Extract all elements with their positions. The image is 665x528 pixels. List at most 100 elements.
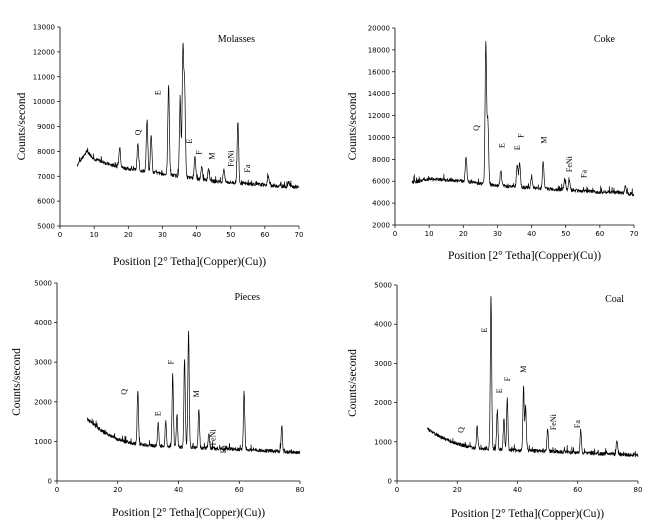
y-tick-label: 2000 (34, 398, 52, 406)
phase-label: F (194, 150, 203, 155)
phase-label: FeNi (227, 150, 236, 167)
y-tick-label: 18000 (368, 46, 390, 54)
phase-label: Q (119, 389, 128, 395)
phase-label: Q (134, 129, 143, 135)
y-tick-label: 11000 (33, 73, 55, 81)
phase-label: E (498, 143, 507, 148)
y-tick-label: 10000 (33, 98, 55, 106)
y-tick-label: 3000 (34, 359, 52, 367)
phase-label: FeNi (565, 155, 574, 172)
y-tick-label: 6000 (37, 198, 55, 206)
x-axis-label: Position [2° Tetha](Copper)(Cu)) (451, 508, 604, 520)
y-tick-label: 2000 (372, 222, 390, 230)
xrd-trace (427, 296, 639, 458)
x-tick-label: 20 (453, 486, 462, 494)
y-tick-label: 6000 (372, 178, 390, 186)
phase-label: F (167, 359, 176, 364)
x-tick-label: 70 (295, 231, 304, 239)
xrd-trace (87, 330, 301, 455)
x-tick-label: 20 (459, 230, 468, 238)
x-tick-label: 20 (124, 231, 133, 239)
phase-label: M (540, 136, 549, 143)
phase-label: E (185, 139, 194, 144)
phase-label: E (495, 388, 504, 393)
phase-label: M (519, 366, 528, 373)
x-tick-label: 40 (192, 231, 201, 239)
x-tick-label: 60 (595, 230, 604, 238)
xrd-trace (76, 42, 300, 189)
y-tick-label: 5000 (34, 280, 52, 288)
x-tick-label: 30 (493, 230, 502, 238)
phase-label: Fa (573, 420, 582, 428)
x-tick-label: 30 (158, 231, 167, 239)
phase-label: Fa (579, 169, 588, 177)
x-tick-label: 60 (235, 486, 244, 494)
phase-label: E (153, 90, 162, 95)
phase-label: F (503, 376, 512, 381)
phase-label: M (192, 390, 201, 397)
y-tick-label: 10000 (368, 134, 390, 142)
phase-label: Fa (219, 445, 228, 453)
x-tick-label: 50 (226, 231, 235, 239)
x-tick-label: 40 (174, 486, 183, 494)
y-axis-label: Counts/second (347, 92, 359, 160)
x-tick-label: 0 (55, 486, 59, 494)
panel-title: Coal (605, 294, 624, 305)
phase-label: Q (456, 427, 465, 433)
x-axis-label: Position [2° Tetha](Copper)(Cu)) (113, 256, 266, 268)
y-tick-label: 0 (48, 478, 52, 486)
x-tick-label: 40 (527, 230, 536, 238)
phase-label: M (207, 153, 216, 160)
panel-title: Coke (594, 34, 616, 45)
y-tick-label: 12000 (33, 48, 55, 56)
x-tick-label: 0 (395, 486, 399, 494)
x-tick-label: 0 (393, 230, 397, 238)
x-tick-label: 60 (260, 231, 269, 239)
y-tick-label: 16000 (368, 68, 390, 76)
x-tick-label: 10 (90, 231, 99, 239)
y-tick-label: 1000 (34, 438, 52, 446)
x-tick-label: 70 (630, 230, 639, 238)
y-tick-label: 3000 (374, 360, 392, 368)
phase-label: FeNi (549, 413, 558, 430)
panel-molasses: 0 10 20 30 40 50 60 70 5000 6000 7000 8000 9000 10000… (16, 24, 303, 269)
y-tick-label: 4000 (34, 319, 52, 327)
xrd-trace (411, 41, 635, 197)
y-tick-label: 4000 (374, 321, 392, 329)
phase-label: FeNi (209, 429, 218, 446)
x-tick-label: 60 (573, 486, 582, 494)
y-tick-label: 14000 (368, 90, 390, 98)
y-tick-label: 5000 (374, 282, 392, 290)
y-tick-label: 8000 (37, 148, 55, 156)
y-axis-label: Counts/second (16, 92, 28, 160)
x-tick-label: 0 (58, 231, 62, 239)
y-tick-label: 4000 (372, 200, 390, 208)
y-tick-label: 2000 (374, 399, 392, 407)
x-axis-label: Position [2° Tetha](Copper)(Cu)) (112, 507, 265, 519)
x-tick-label: 10 (425, 230, 434, 238)
phase-label: E (513, 145, 522, 150)
panel-title: Molasses (218, 34, 255, 45)
phase-label: Q (472, 125, 481, 131)
y-tick-label: 20000 (368, 25, 390, 33)
x-tick-label: 80 (296, 486, 305, 494)
panel-coke: 0 10 20 30 40 50 60 70 2000 4000 6000 8000 10000 1200… (347, 25, 638, 263)
y-axis-label: Counts/second (347, 349, 359, 417)
x-tick-label: 40 (513, 486, 522, 494)
panel-coal: 0 20 40 60 80 0 1000 2000 3000 4000 5000 Counts/sec… (347, 282, 642, 521)
y-tick-label: 8000 (372, 156, 390, 164)
y-tick-label: 13000 (33, 24, 55, 32)
phase-label: E (153, 411, 162, 416)
x-tick-label: 80 (634, 486, 643, 494)
y-tick-label: 5000 (37, 223, 55, 231)
phase-label: E (480, 327, 489, 332)
x-tick-label: 20 (113, 486, 122, 494)
y-tick-label: 12000 (368, 112, 390, 120)
y-tick-label: 1000 (374, 438, 392, 446)
x-tick-label: 50 (561, 230, 570, 238)
x-axis-label: Position [2° Tetha](Copper)(Cu)) (448, 250, 601, 262)
phase-label: Fa (243, 164, 252, 172)
y-tick-label: 9000 (37, 123, 55, 131)
